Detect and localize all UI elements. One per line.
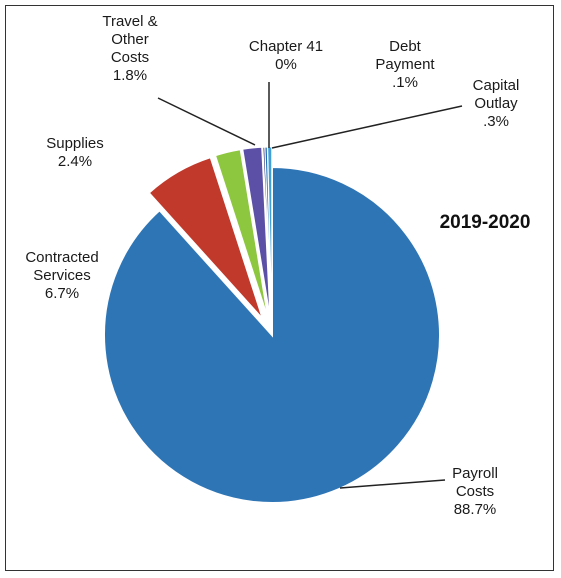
slice-label-chapter-41: Chapter 41 0% <box>249 38 323 73</box>
pie-slice-payroll-costs <box>103 165 441 504</box>
pie-slice-travel-other-costs <box>242 146 271 316</box>
slice-name-travel-other-costs: Travel & <box>102 13 157 30</box>
slice-name-payroll-costs: Costs <box>456 483 494 500</box>
slice-name-contracted-services: Services <box>33 267 91 284</box>
slice-name-capital-outlay: Outlay <box>474 95 518 112</box>
leader-lines <box>157 82 463 489</box>
slice-name-supplies: Supplies <box>46 135 104 152</box>
slice-name-chapter-41: Chapter 41 <box>249 38 323 55</box>
slice-label-contracted-services: Contracted Services 6.7% <box>25 249 98 302</box>
slice-name-debt-payment: Debt <box>389 38 422 55</box>
labels-layer: Payroll Costs 88.7%Contracted Services 6.7%S… <box>25 13 519 518</box>
slices-layer <box>103 146 441 504</box>
slice-percent-travel-other-costs: 1.8% <box>113 67 147 84</box>
slice-percent-supplies: 2.4% <box>58 153 92 170</box>
slice-percent-chapter-41: 0% <box>275 56 297 73</box>
slice-name-capital-outlay: Capital <box>473 77 520 94</box>
slice-percent-debt-payment: .1% <box>392 74 418 91</box>
slice-name-travel-other-costs: Other <box>111 31 149 48</box>
pie-slice-contracted-services <box>148 157 263 319</box>
slice-label-payroll-costs: Payroll Costs 88.7% <box>452 465 498 518</box>
slice-name-contracted-services: Contracted <box>25 249 98 266</box>
slice-label-capital-outlay: Capital Outlay .3% <box>473 77 520 130</box>
slice-name-debt-payment: Payment <box>375 56 435 73</box>
leader-line-payroll-costs <box>339 479 446 489</box>
slice-label-travel-other-costs: Travel & Other Costs 1.8% <box>102 13 157 84</box>
slice-percent-capital-outlay: .3% <box>483 113 509 130</box>
slice-name-payroll-costs: Payroll <box>452 465 498 482</box>
slice-label-supplies: Supplies 2.4% <box>46 135 104 170</box>
leader-line-travel-other-costs <box>157 97 256 146</box>
leader-line-capital-outlay <box>271 105 463 149</box>
chart-title: 2019-2020 <box>440 212 531 233</box>
slice-name-travel-other-costs: Costs <box>111 49 149 66</box>
slice-label-debt-payment: Debt Payment .1% <box>375 38 435 91</box>
slice-percent-payroll-costs: 88.7% <box>454 501 497 518</box>
slice-percent-contracted-services: 6.7% <box>45 285 79 302</box>
pie-slice-supplies <box>214 149 268 316</box>
